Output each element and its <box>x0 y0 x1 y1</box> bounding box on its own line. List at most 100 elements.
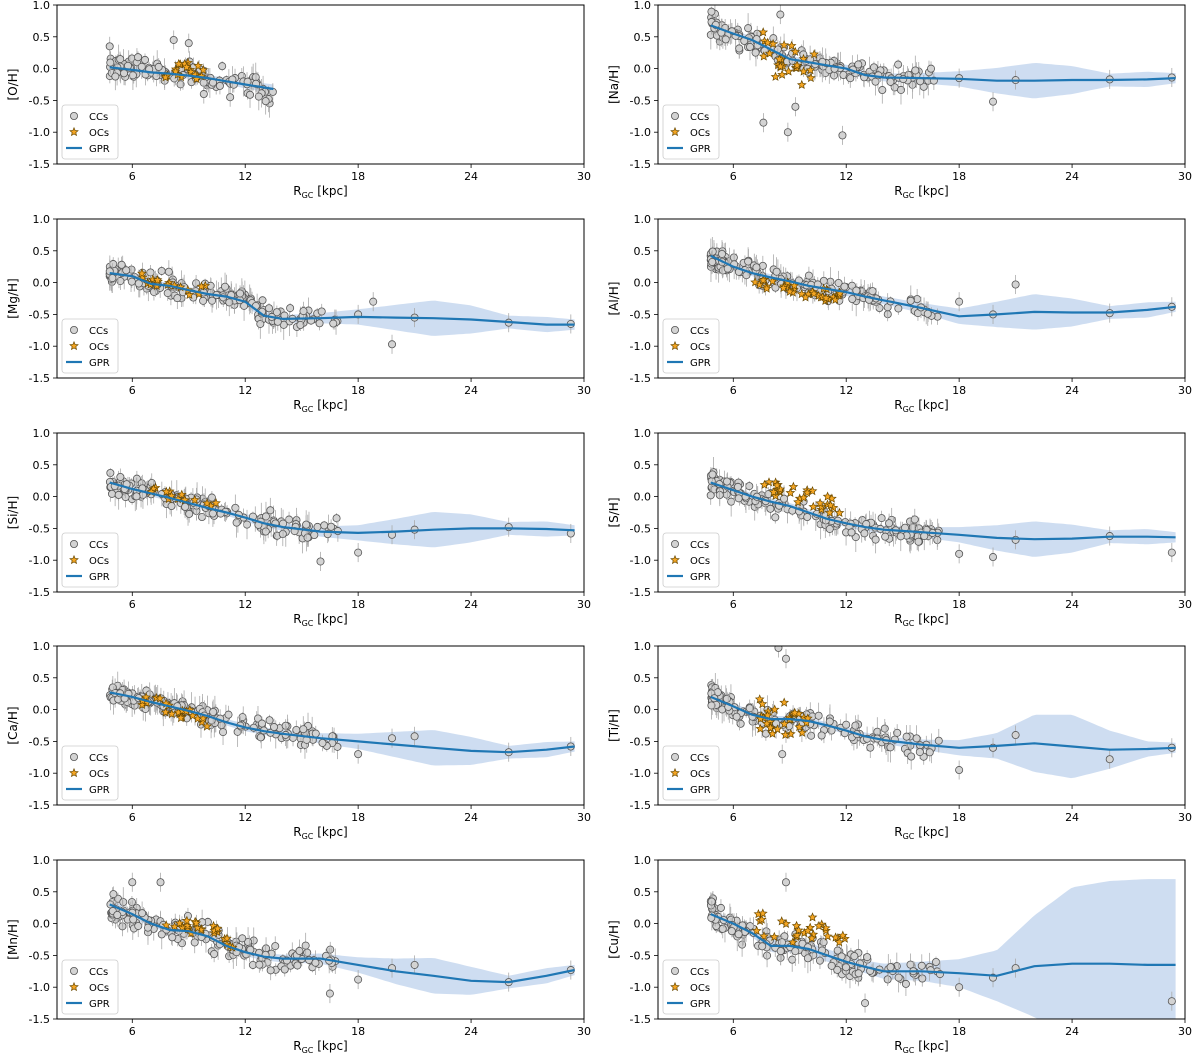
x-tick-label: 6 <box>129 170 136 183</box>
y-tick-label: 0.0 <box>33 491 51 504</box>
y-tick-label: -1.5 <box>29 586 50 599</box>
y-axis-label: [Cu/H] <box>607 920 621 958</box>
cc-point <box>825 717 834 726</box>
cc-point <box>107 489 116 498</box>
oc-point <box>202 721 212 731</box>
panel-sih: 1.0 0.5 0.0 -0.5 -1.0 -1.5 6 12 18 24 30 [Si/H] RGC … <box>6 427 591 628</box>
gpr-uncertainty-band <box>710 20 1176 99</box>
legend-oc-marker <box>670 340 680 351</box>
y-tick-label: 0.0 <box>33 277 51 290</box>
oc-point <box>193 60 203 71</box>
cc-point <box>718 249 727 258</box>
gpr-uncertainty-band <box>710 477 1176 557</box>
y-tick-label: 1.0 <box>634 0 652 12</box>
cc-point <box>207 493 216 502</box>
cc-point <box>834 278 843 287</box>
x-tick-label: 24 <box>1065 598 1079 611</box>
cc-point <box>850 952 859 961</box>
oc-point <box>759 931 769 941</box>
legend: CCs OCs GPR <box>61 104 119 160</box>
cc-point <box>925 748 934 757</box>
cc-point <box>803 513 812 522</box>
x-axis-label: RGC [kpc] <box>894 825 948 841</box>
cc-point <box>141 55 150 64</box>
oc-point <box>750 277 760 287</box>
y-tick-label: -0.5 <box>630 308 651 321</box>
cc-point <box>758 942 767 951</box>
oc-point <box>806 72 816 83</box>
oc-point <box>796 79 807 90</box>
cc-point <box>735 44 744 53</box>
oc-point <box>780 729 791 740</box>
x-tick-label: 18 <box>952 598 966 611</box>
legend-label: CCs <box>89 326 108 337</box>
cc-point <box>842 963 851 972</box>
oc-point <box>189 495 200 505</box>
cc-point <box>1011 535 1020 544</box>
cc-point <box>707 7 716 16</box>
cc-point <box>117 260 126 269</box>
y-tick-label: -1.5 <box>630 1013 651 1026</box>
x-tick-label: 12 <box>238 384 252 397</box>
cc-point <box>860 529 869 538</box>
legend-label: CCs <box>89 753 108 764</box>
cc-point <box>313 522 322 531</box>
cc-point <box>744 257 753 266</box>
legend-label: OCs <box>89 769 109 780</box>
oc-point <box>161 486 172 496</box>
cc-point <box>311 958 320 967</box>
oc-point <box>757 908 768 918</box>
oc-point <box>765 722 776 732</box>
cc-point <box>243 520 252 529</box>
x-tick-label: 6 <box>730 1025 737 1038</box>
oc-point <box>191 918 202 928</box>
cc-point <box>310 530 319 539</box>
x-tick-label: 18 <box>351 811 365 824</box>
x-tick-label: 12 <box>238 598 252 611</box>
y-tick-label: 0.0 <box>634 63 652 76</box>
cc-point <box>1105 755 1114 764</box>
cc-point <box>763 951 772 960</box>
cc-point <box>167 502 176 511</box>
oc-point <box>181 62 192 72</box>
cc-point <box>224 710 233 719</box>
y-axis-label: [Si/H] <box>6 496 20 529</box>
cc-point <box>315 319 324 328</box>
oc-point <box>155 693 165 703</box>
legend-label: GPR <box>89 785 110 796</box>
x-axis-label: RGC [kpc] <box>293 184 347 200</box>
cc-point <box>265 716 274 725</box>
y-tick-label: 0.0 <box>634 704 652 717</box>
cc-point <box>838 131 847 140</box>
cc-point <box>254 92 263 101</box>
oc-point <box>762 37 773 47</box>
oc-point <box>786 40 797 50</box>
cc-point <box>791 102 800 111</box>
cc-point <box>907 752 916 761</box>
legend-oc-marker <box>670 767 680 778</box>
cc-point <box>238 713 247 722</box>
oc-point <box>222 933 232 943</box>
cc-point <box>815 956 824 965</box>
y-tick-label: -1.5 <box>29 1013 50 1026</box>
cc-point <box>246 90 255 99</box>
cc-point <box>320 521 329 530</box>
cc-point <box>326 945 335 954</box>
x-tick-label: 12 <box>839 1025 853 1038</box>
plot-area <box>106 872 575 1004</box>
y-axis-label: [Al/H] <box>607 282 621 316</box>
legend: CCs OCs GPR <box>61 745 119 801</box>
x-axis-label: RGC [kpc] <box>894 184 948 200</box>
oc-point <box>176 713 186 723</box>
cc-point <box>746 42 755 51</box>
cc-point <box>927 64 936 73</box>
panel-sh: 1.0 0.5 0.0 -0.5 -1.0 -1.5 6 12 18 24 30 [S/H] RGC [… <box>607 427 1192 628</box>
cc-point <box>861 999 870 1008</box>
cc-point <box>106 58 115 67</box>
y-tick-label: -0.5 <box>29 308 50 321</box>
oc-point <box>816 504 827 514</box>
cc-point <box>157 930 166 939</box>
y-tick-label: 0.5 <box>634 245 652 258</box>
legend-oc-marker <box>69 767 79 778</box>
plot-area <box>706 237 1176 330</box>
